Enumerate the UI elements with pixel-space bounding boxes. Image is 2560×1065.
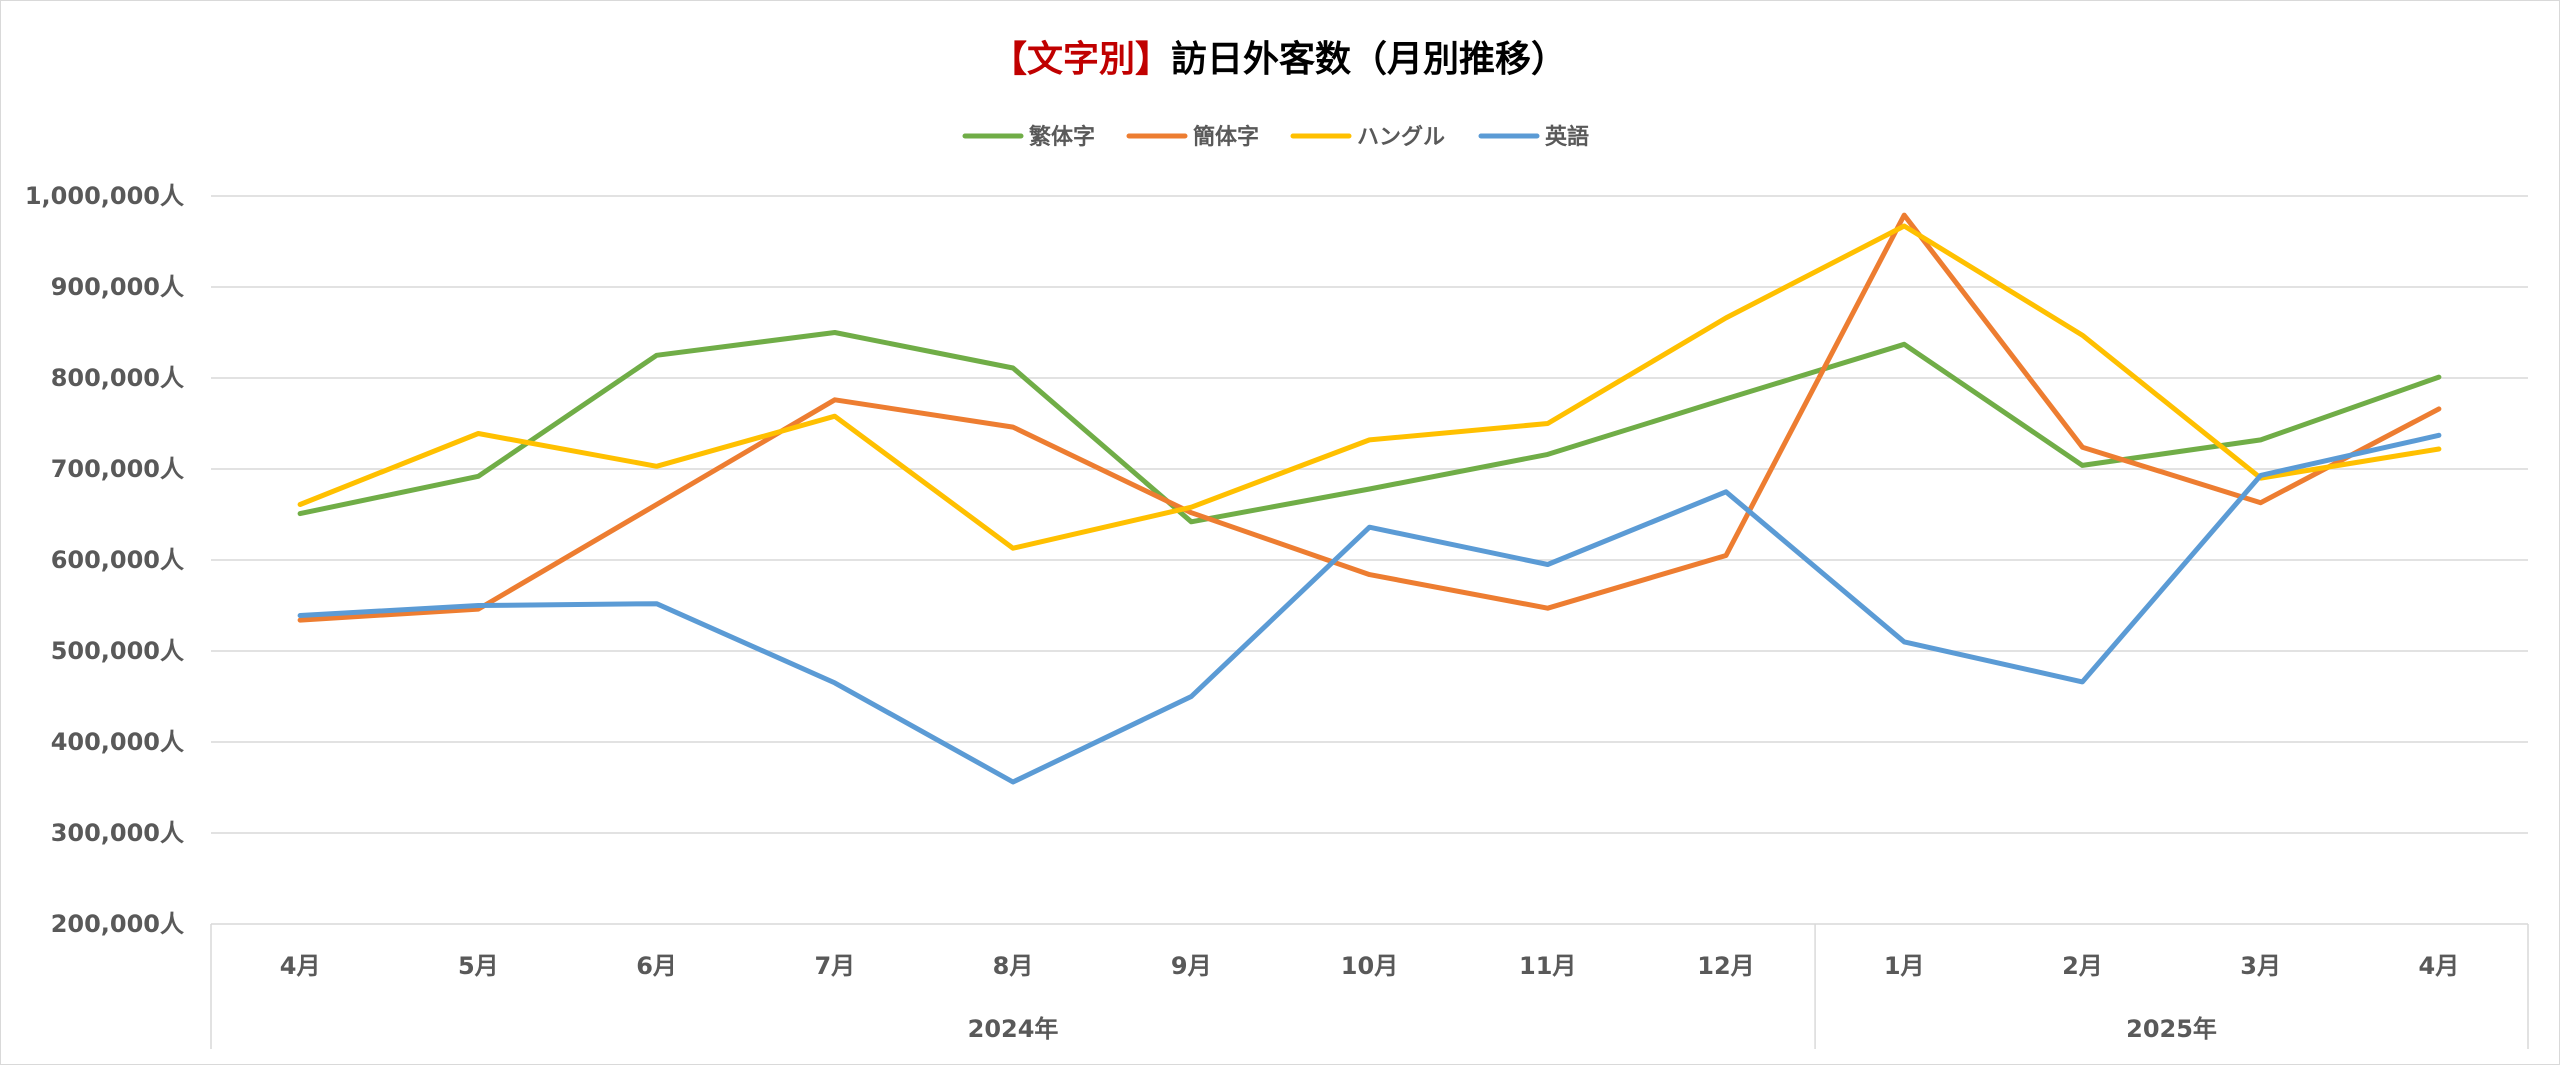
x-tick-label: 4月	[2419, 952, 2460, 980]
x-tick-label: 10月	[1341, 952, 1398, 980]
legend-label: 簡体字	[1193, 124, 1259, 150]
x-tick-label: 1月	[1884, 952, 1925, 980]
y-axis-tick-labels: 1,000,000人 900,000人 800,000人 700,000人 600,00…	[25, 182, 184, 938]
series-line	[297, 432, 2442, 785]
grid-lines	[211, 195, 2528, 925]
series-line	[297, 223, 2442, 551]
chart-title-highlight: 【文字別】	[991, 39, 1171, 80]
y-tick-label: 200,000人	[51, 910, 184, 938]
x-tick-label: 5月	[458, 952, 499, 980]
x-tick-label: 8月	[993, 952, 1034, 980]
x-tick-label: 7月	[814, 952, 855, 980]
chart-title-main: 訪日外客数（月別推移）	[1171, 39, 1567, 80]
y-tick-label: 1,000,000人	[25, 182, 184, 210]
legend-label: 繁体字	[1029, 124, 1095, 150]
x-tick-label: 11月	[1519, 952, 1576, 980]
series-line	[297, 212, 2442, 623]
x-axis	[210, 924, 2529, 1049]
legend-label: 英語	[1545, 124, 1589, 150]
y-tick-label: 400,000人	[51, 728, 184, 756]
chart-legend: 繁体字 簡体字 ハングル 英語	[962, 124, 1589, 150]
legend-label: ハングル	[1357, 124, 1445, 150]
series-lines	[297, 212, 2442, 785]
x-tick-label: 3月	[2240, 952, 2281, 980]
x-tick-label: 6月	[636, 952, 677, 980]
y-tick-label: 700,000人	[51, 455, 184, 483]
x-tick-label: 9月	[1171, 952, 1212, 980]
x-axis-tick-labels: 4月 5月 6月 7月 8月 9月 10月 11月 12月 1月 2月 3月 4月 2024年 2025年	[280, 952, 2459, 1043]
x-tick-label: 4月	[280, 952, 321, 980]
x-tick-label: 2月	[2062, 952, 2103, 980]
y-tick-label: 600,000人	[51, 546, 184, 574]
chart-title: 【文字別】訪日外客数（月別推移）	[991, 39, 1567, 80]
series-line	[297, 330, 2442, 525]
y-tick-label: 300,000人	[51, 819, 184, 847]
y-tick-label: 500,000人	[51, 637, 184, 665]
y-tick-label: 900,000人	[51, 273, 184, 301]
x-tick-label: 12月	[1697, 952, 1754, 980]
year-group-label: 2025年	[2126, 1015, 2217, 1043]
y-tick-label: 800,000人	[51, 364, 184, 392]
year-group-label: 2024年	[968, 1015, 1059, 1043]
